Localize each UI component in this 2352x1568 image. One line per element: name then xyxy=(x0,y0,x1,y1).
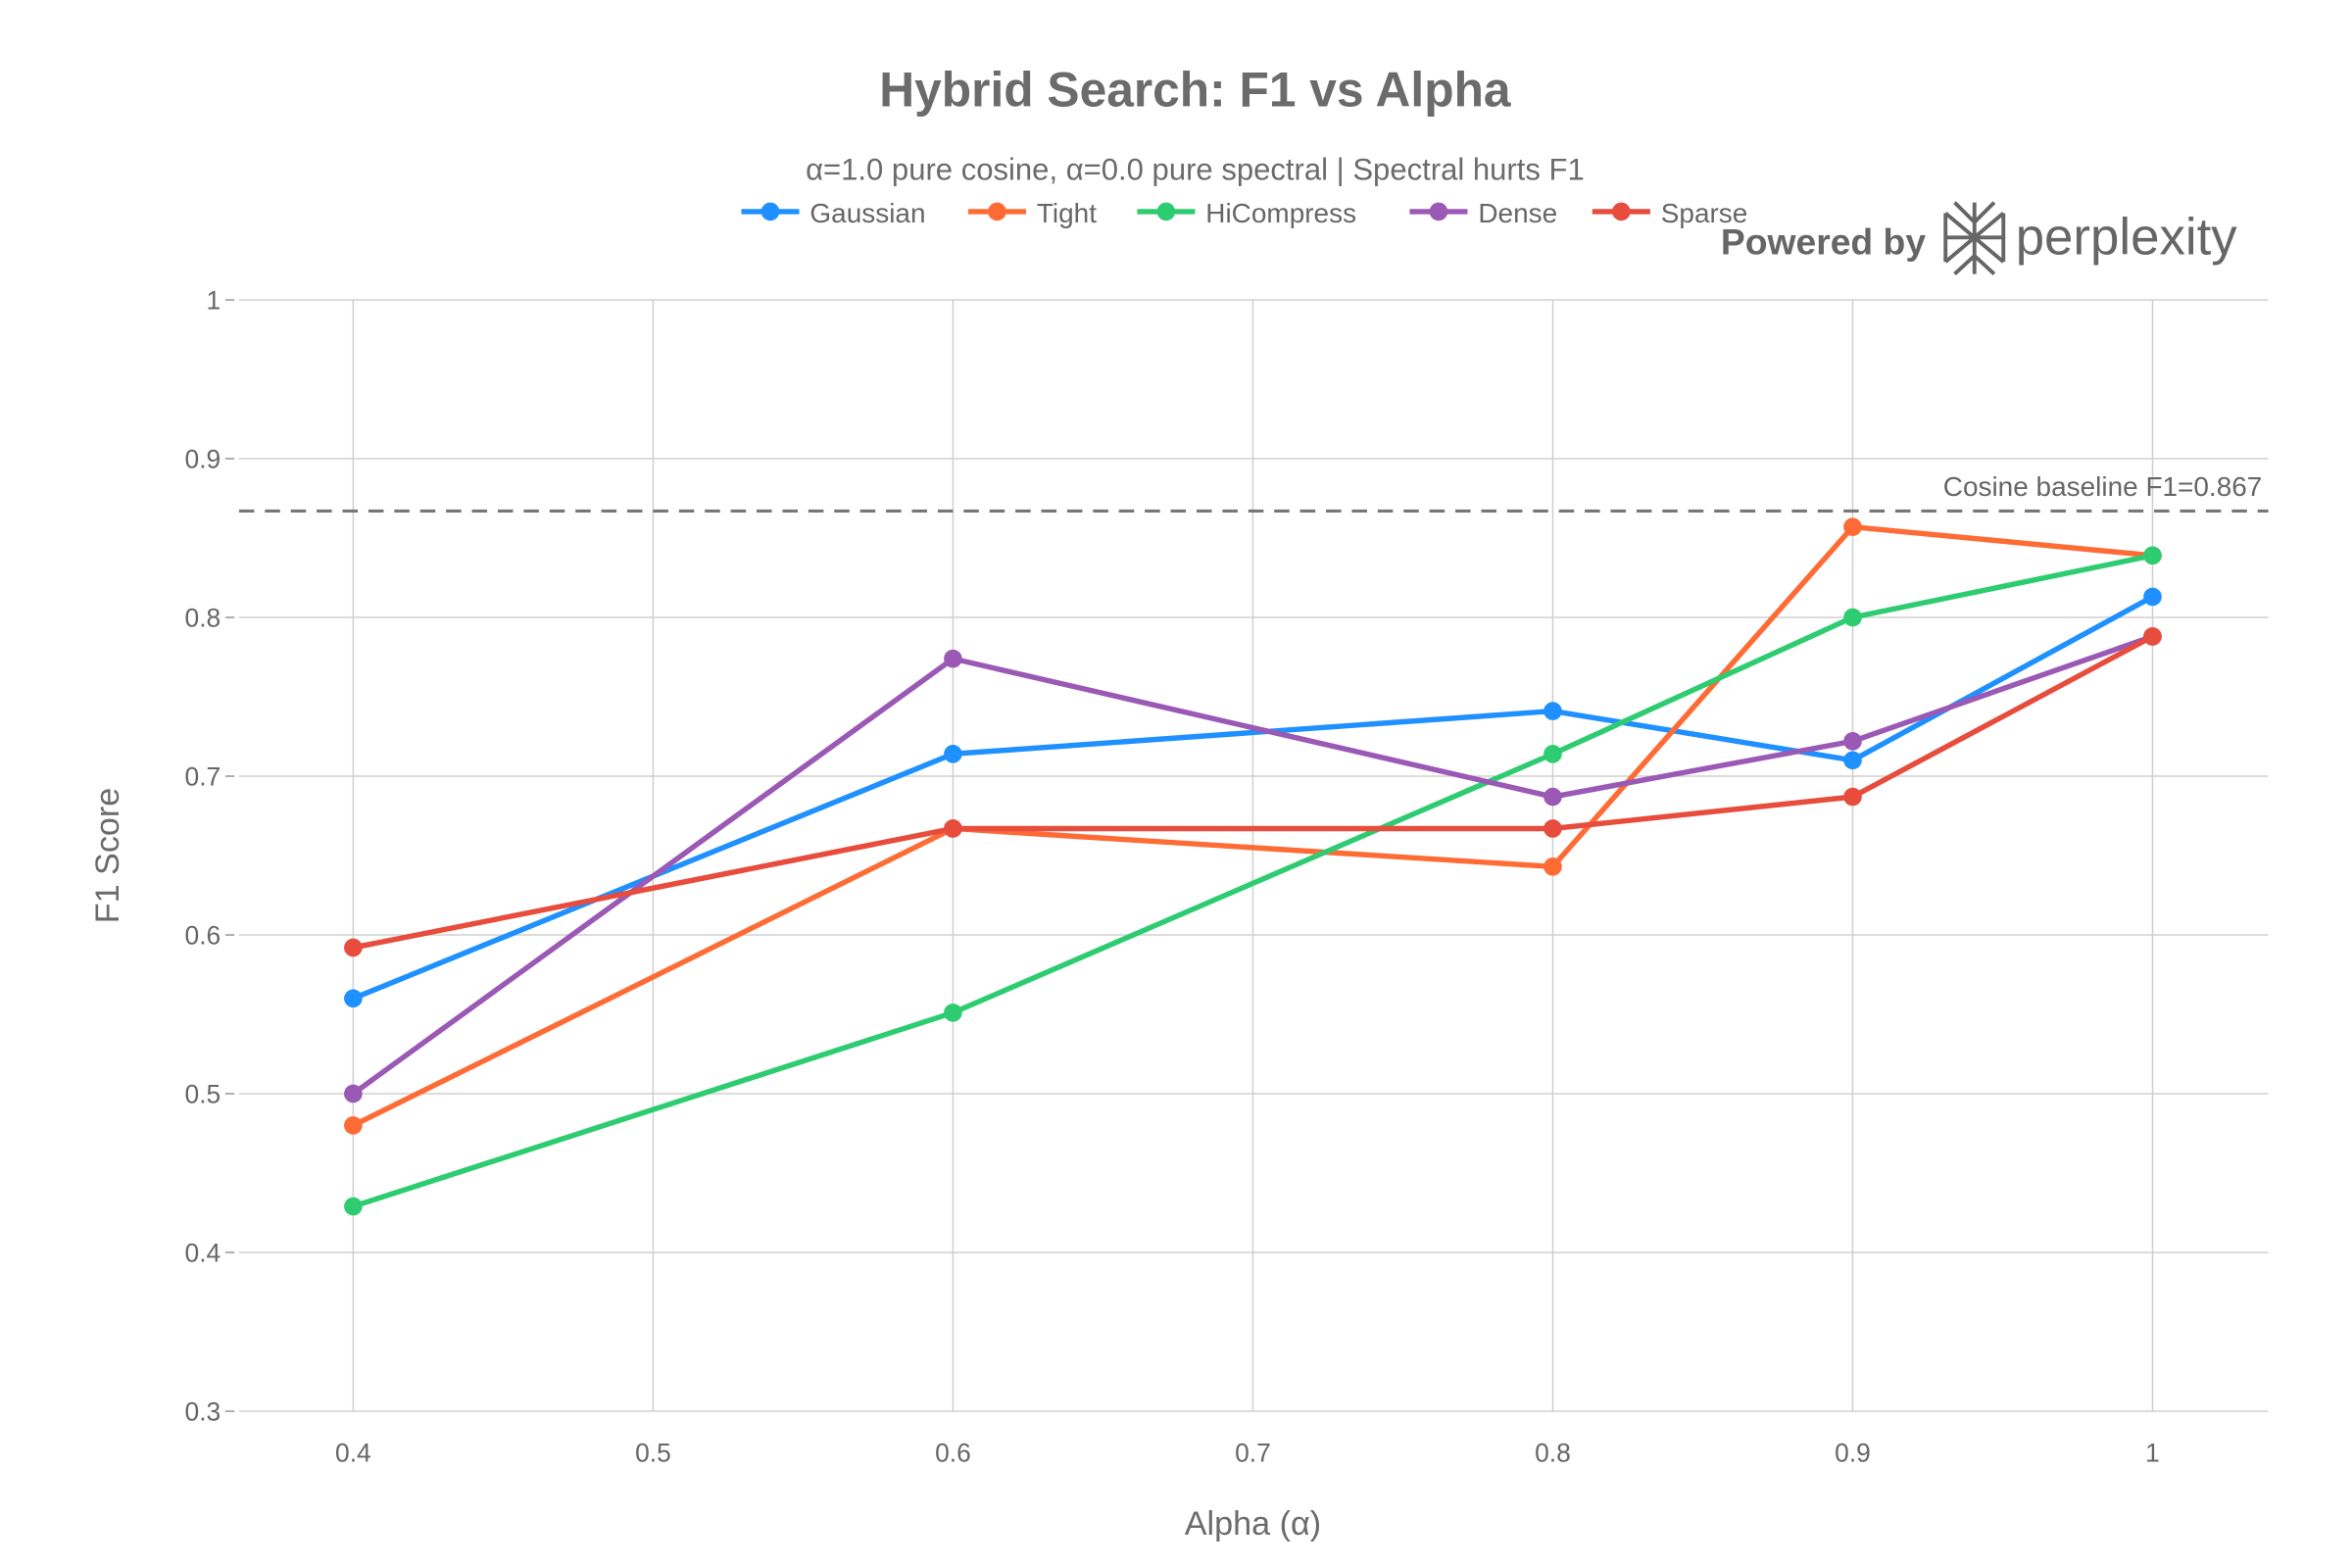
legend-item-tight[interactable]: Tight xyxy=(967,198,1097,228)
y-tick-label: 0.6 xyxy=(185,920,221,950)
legend-item-hicompress[interactable]: HiCompress xyxy=(1137,198,1356,228)
data-point[interactable] xyxy=(1544,745,1562,763)
watermark-prefix: Powered by xyxy=(1721,220,1926,262)
y-tick-label: 0.5 xyxy=(185,1079,221,1108)
series-hicompress xyxy=(344,546,2162,1216)
y-axis-label: F1 Score xyxy=(89,788,126,924)
data-point[interactable] xyxy=(1843,751,1862,770)
y-tick-label: 0.4 xyxy=(185,1238,221,1267)
data-point[interactable] xyxy=(344,989,363,1008)
legend-item-sparse[interactable]: Sparse xyxy=(1592,198,1747,228)
y-tick-label: 0.7 xyxy=(185,761,221,791)
x-tick-label: 0.7 xyxy=(1235,1438,1271,1467)
data-point[interactable] xyxy=(2143,587,2162,607)
x-tick-label: 0.4 xyxy=(335,1438,371,1467)
legend-label: HiCompress xyxy=(1205,198,1356,228)
data-point[interactable] xyxy=(1843,787,1862,807)
gridlines xyxy=(224,299,2269,1412)
legend-marker xyxy=(1429,202,1448,221)
legend-label: Dense xyxy=(1478,198,1557,228)
data-point[interactable] xyxy=(1544,702,1562,720)
legend-marker xyxy=(1156,202,1176,221)
data-point[interactable] xyxy=(944,819,962,838)
y-axis-ticks: 0.3 0.4 0.5 0.6 0.7 0.8 0.9 1 xyxy=(185,285,221,1426)
legend-item-gaussian[interactable]: Gaussian xyxy=(741,198,926,228)
data-point[interactable] xyxy=(344,1197,363,1216)
watermark-brand: perplexity xyxy=(2016,208,2238,266)
x-tick-label: 0.8 xyxy=(1535,1438,1571,1467)
x-tick-label: 0.5 xyxy=(635,1438,671,1467)
data-point[interactable] xyxy=(1843,732,1862,751)
data-point[interactable] xyxy=(344,1084,363,1103)
perplexity-watermark: Powered by perplexity xyxy=(1721,201,2238,276)
data-point[interactable] xyxy=(944,1004,962,1022)
x-axis-label: Alpha (α) xyxy=(1185,1505,1321,1543)
data-point[interactable] xyxy=(944,649,962,668)
y-tick-label: 0.9 xyxy=(185,444,221,473)
data-point[interactable] xyxy=(344,938,363,957)
data-point[interactable] xyxy=(1843,608,1862,627)
baseline-label: Cosine baseline F1=0.867 xyxy=(1943,471,2263,502)
x-tick-label: 0.9 xyxy=(1835,1438,1871,1467)
x-tick-label: 1 xyxy=(2145,1438,2160,1467)
series-sparse xyxy=(344,627,2162,957)
legend-label: Sparse xyxy=(1661,198,1748,228)
chart-title: Hybrid Search: F1 vs Alpha xyxy=(879,63,1511,118)
y-tick-label: 0.3 xyxy=(185,1396,221,1426)
data-point[interactable] xyxy=(2143,546,2162,565)
legend-marker xyxy=(760,202,780,221)
data-point[interactable] xyxy=(1544,819,1562,838)
legend-marker xyxy=(988,202,1006,221)
data-point[interactable] xyxy=(344,1116,363,1135)
x-tick-label: 0.6 xyxy=(935,1438,971,1467)
legend-item-dense[interactable]: Dense xyxy=(1409,198,1557,228)
y-tick-label: 1 xyxy=(207,285,221,315)
data-point[interactable] xyxy=(944,745,962,763)
chart-subtitle: α=1.0 pure cosine, α=0.0 pure spectral |… xyxy=(806,152,1585,186)
legend-label: Tight xyxy=(1037,198,1097,228)
data-point[interactable] xyxy=(1544,787,1562,807)
legend-marker xyxy=(1612,202,1631,221)
data-point[interactable] xyxy=(1544,858,1562,876)
data-point[interactable] xyxy=(2143,627,2162,646)
legend: Gaussian Tight HiCompress Dense Sparse xyxy=(741,198,1747,228)
y-tick-label: 0.8 xyxy=(185,603,221,632)
data-point[interactable] xyxy=(1843,517,1862,536)
perplexity-logo-icon xyxy=(1943,201,2006,276)
reference-line-group: Cosine baseline F1=0.867 xyxy=(238,471,2269,514)
series-group xyxy=(344,517,2162,1216)
x-axis-ticks: 0.4 0.5 0.6 0.7 0.8 0.9 1 xyxy=(335,1438,2160,1467)
legend-label: Gaussian xyxy=(809,198,925,228)
